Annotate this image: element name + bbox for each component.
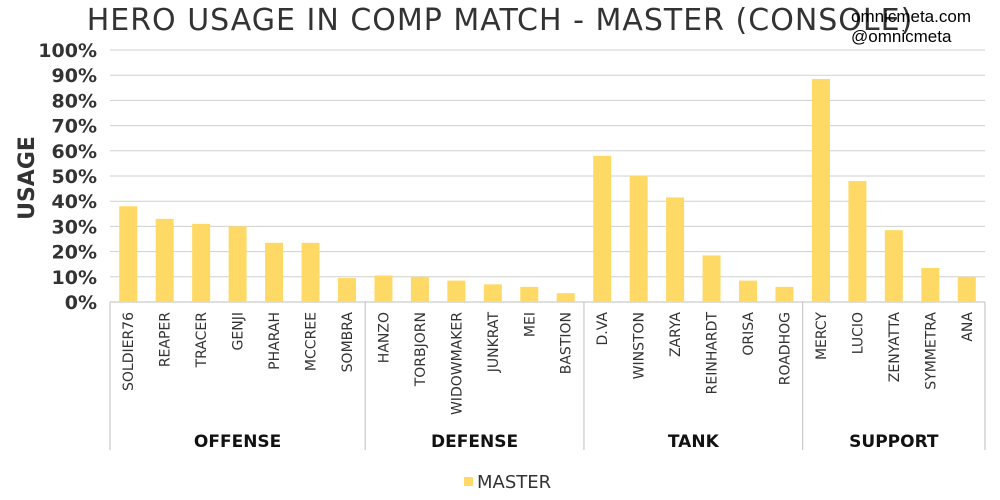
bar-reinhardt [702,255,721,302]
x-tick-label: LUCIO [850,312,866,354]
x-tick-label: ZENYATTA [887,312,903,383]
x-tick-label: HANZO [376,312,392,363]
x-tick-label: D.VA [595,312,611,346]
bar-ana [957,276,976,302]
bar-orisa [739,280,758,302]
chart-title: HERO USAGE IN COMP MATCH - MASTER (CONSO… [87,3,914,38]
bar-mccree [301,242,320,302]
x-tick-label: ORISA [741,312,757,356]
bar-mercy [811,78,830,302]
x-tick-label: MERCY [814,312,830,360]
bar-bastion [556,293,575,302]
y-tick-label: 40% [52,191,97,213]
x-tick-label: ANA [960,312,976,342]
y-tick-label: 70% [52,116,97,138]
group-label-support: SUPPORT [849,432,939,452]
bar-genji [228,226,247,302]
group-label-defense: DEFENSE [431,432,518,452]
bar-zarya [666,197,685,302]
x-tick-label: MCCREE [304,312,320,371]
legend-swatch [464,477,473,486]
x-tick-label: SYMMETRA [923,312,939,390]
bar-roadhog [775,286,794,302]
y-tick-label: 20% [52,242,97,264]
group-label-tank: TANK [668,432,720,452]
bars [119,78,976,302]
x-tick-label: WINSTON [632,312,648,379]
y-tick-label: 90% [52,65,97,87]
bar-symmetra [921,267,940,302]
bar-widowmaker [447,280,466,302]
bar-zenyatta [884,230,903,302]
y-axis-label: USAGE [15,136,40,220]
legend: MASTER [464,472,551,493]
bar-soldier76 [119,206,138,302]
y-axis-ticks: 0% 10% 20% 30% 40% 50% 60% 70% 80% 90% 100% [38,40,97,314]
bar-winston [629,176,648,302]
bar-lucio [848,181,867,302]
y-tick-label: 100% [38,40,97,62]
x-tick-label: SOLDIER76 [121,312,137,391]
bar-mei [520,286,539,302]
x-tick-label: WIDOWMAKER [449,312,465,415]
x-tick-label: TRACER [194,312,210,369]
gridlines [110,49,985,303]
x-tick-label: ROADHOG [777,312,793,385]
x-axis-ticks: SOLDIER76 REAPER TRACER GENJI PHARAH MCCREE SO… [121,312,976,415]
x-tick-label: BASTION [559,312,575,374]
bar-sombra [337,278,356,302]
x-tick-label: ZARYA [668,312,684,357]
category-groups: OFFENSE DEFENSE TANK SUPPORT [109,302,986,452]
x-tick-label: JUNKRAT [486,312,502,374]
x-tick-label: SOMBRA [340,312,356,373]
y-tick-label: 30% [52,216,97,238]
y-tick-label: 10% [52,267,97,289]
bar-dva [593,155,612,302]
x-tick-label: PHARAH [267,312,283,370]
bar-hanzo [374,275,393,302]
y-tick-label: 0% [65,292,97,314]
bar-junkrat [483,284,502,302]
watermark-site: omnicmeta.com [851,7,971,26]
bar-torbjorn [410,276,429,302]
y-tick-label: 60% [52,141,97,163]
y-tick-label: 80% [52,90,97,112]
x-tick-label: MEI [522,312,538,337]
x-tick-label: REAPER [158,312,174,367]
x-tick-label: TORBJORN [413,312,429,387]
bar-pharah [265,242,284,302]
watermark-handle: @omnicmeta [851,27,952,46]
group-label-offense: OFFENSE [194,432,281,452]
y-tick-label: 50% [52,166,97,188]
bar-reaper [155,218,174,302]
bar-tracer [192,223,211,302]
x-tick-label: REINHARDT [705,312,721,395]
x-tick-label: GENJI [231,312,247,350]
legend-label: MASTER [477,472,551,493]
